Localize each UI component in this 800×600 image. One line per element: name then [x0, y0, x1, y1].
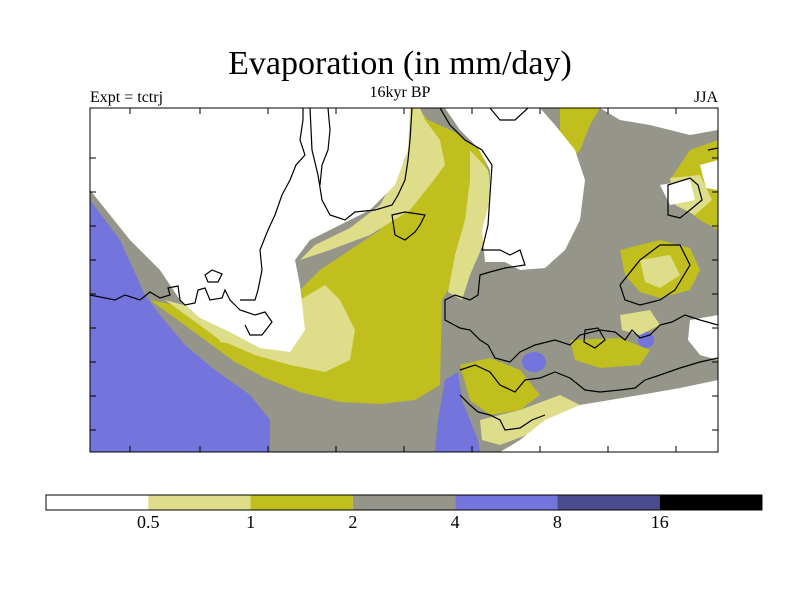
experiment-label: Expt = tctrj — [90, 89, 164, 106]
coastline-west — [90, 285, 273, 336]
colorbar-tick-label: 16 — [650, 512, 669, 532]
field-blue-ocean-sw — [90, 200, 270, 452]
coastline-island-east — [583, 327, 606, 349]
field-olive-se-patch — [460, 358, 540, 415]
field-white-se — [500, 380, 718, 452]
field-blue-lake-east — [638, 332, 654, 348]
coastline-south — [459, 357, 718, 393]
colorbar-bin — [148, 495, 251, 510]
colorbar-tick-label: 8 — [552, 512, 562, 532]
coastline-baltic — [439, 108, 718, 363]
colorbar-bin — [455, 495, 558, 510]
colorbar-bin — [46, 495, 149, 510]
coastline-baltic-north — [489, 108, 529, 121]
colorbar-frame — [45, 494, 763, 511]
field-pale-east-bands — [640, 255, 680, 288]
coastline-ice-block — [391, 211, 426, 241]
colorbar-bin — [352, 495, 456, 510]
colorbar-bin — [659, 495, 762, 510]
field-blue-lake — [522, 352, 546, 372]
map-ticks — [90, 108, 718, 452]
field-white-east — [688, 315, 718, 360]
map-title: Evaporation (in mm/day) — [228, 45, 572, 82]
colorbar-bin — [557, 495, 660, 510]
field-white-icesheet — [90, 108, 410, 352]
field-white-east-2 — [700, 160, 718, 190]
coastline-ne-2 — [707, 147, 718, 151]
coastline-ice-inner-2 — [319, 108, 331, 186]
map-field — [90, 108, 718, 452]
field-pale-se — [480, 395, 580, 445]
field-pale-inner — [448, 150, 492, 300]
colorbar-bin — [250, 495, 353, 510]
colorbar — [45, 494, 763, 511]
coastline-south-2 — [459, 394, 546, 431]
period-label: 16kyr BP — [369, 84, 431, 101]
coastlines — [90, 108, 718, 431]
colorbar-tick-label: 0.5 — [137, 512, 160, 532]
field-white-inner-east — [660, 180, 695, 205]
field-blue-strip — [90, 310, 98, 370]
coastline-east-lakes — [619, 244, 691, 306]
field-pale-east-patch — [620, 310, 660, 335]
season-label: JJA — [693, 89, 718, 106]
field-blue-channel — [435, 372, 480, 452]
colorbar-tick-label: 2 — [348, 512, 358, 532]
coastline-icesheet-edge — [240, 108, 306, 301]
coastline-ne — [667, 177, 703, 219]
colorbar-tick-label: 1 — [246, 512, 256, 532]
field-pale-center — [300, 108, 445, 260]
coastline-islands — [204, 269, 223, 283]
field-white-ne — [600, 108, 718, 135]
colorbar-tick-label: 4 — [450, 512, 460, 532]
coastline-ice-inner — [309, 108, 413, 221]
